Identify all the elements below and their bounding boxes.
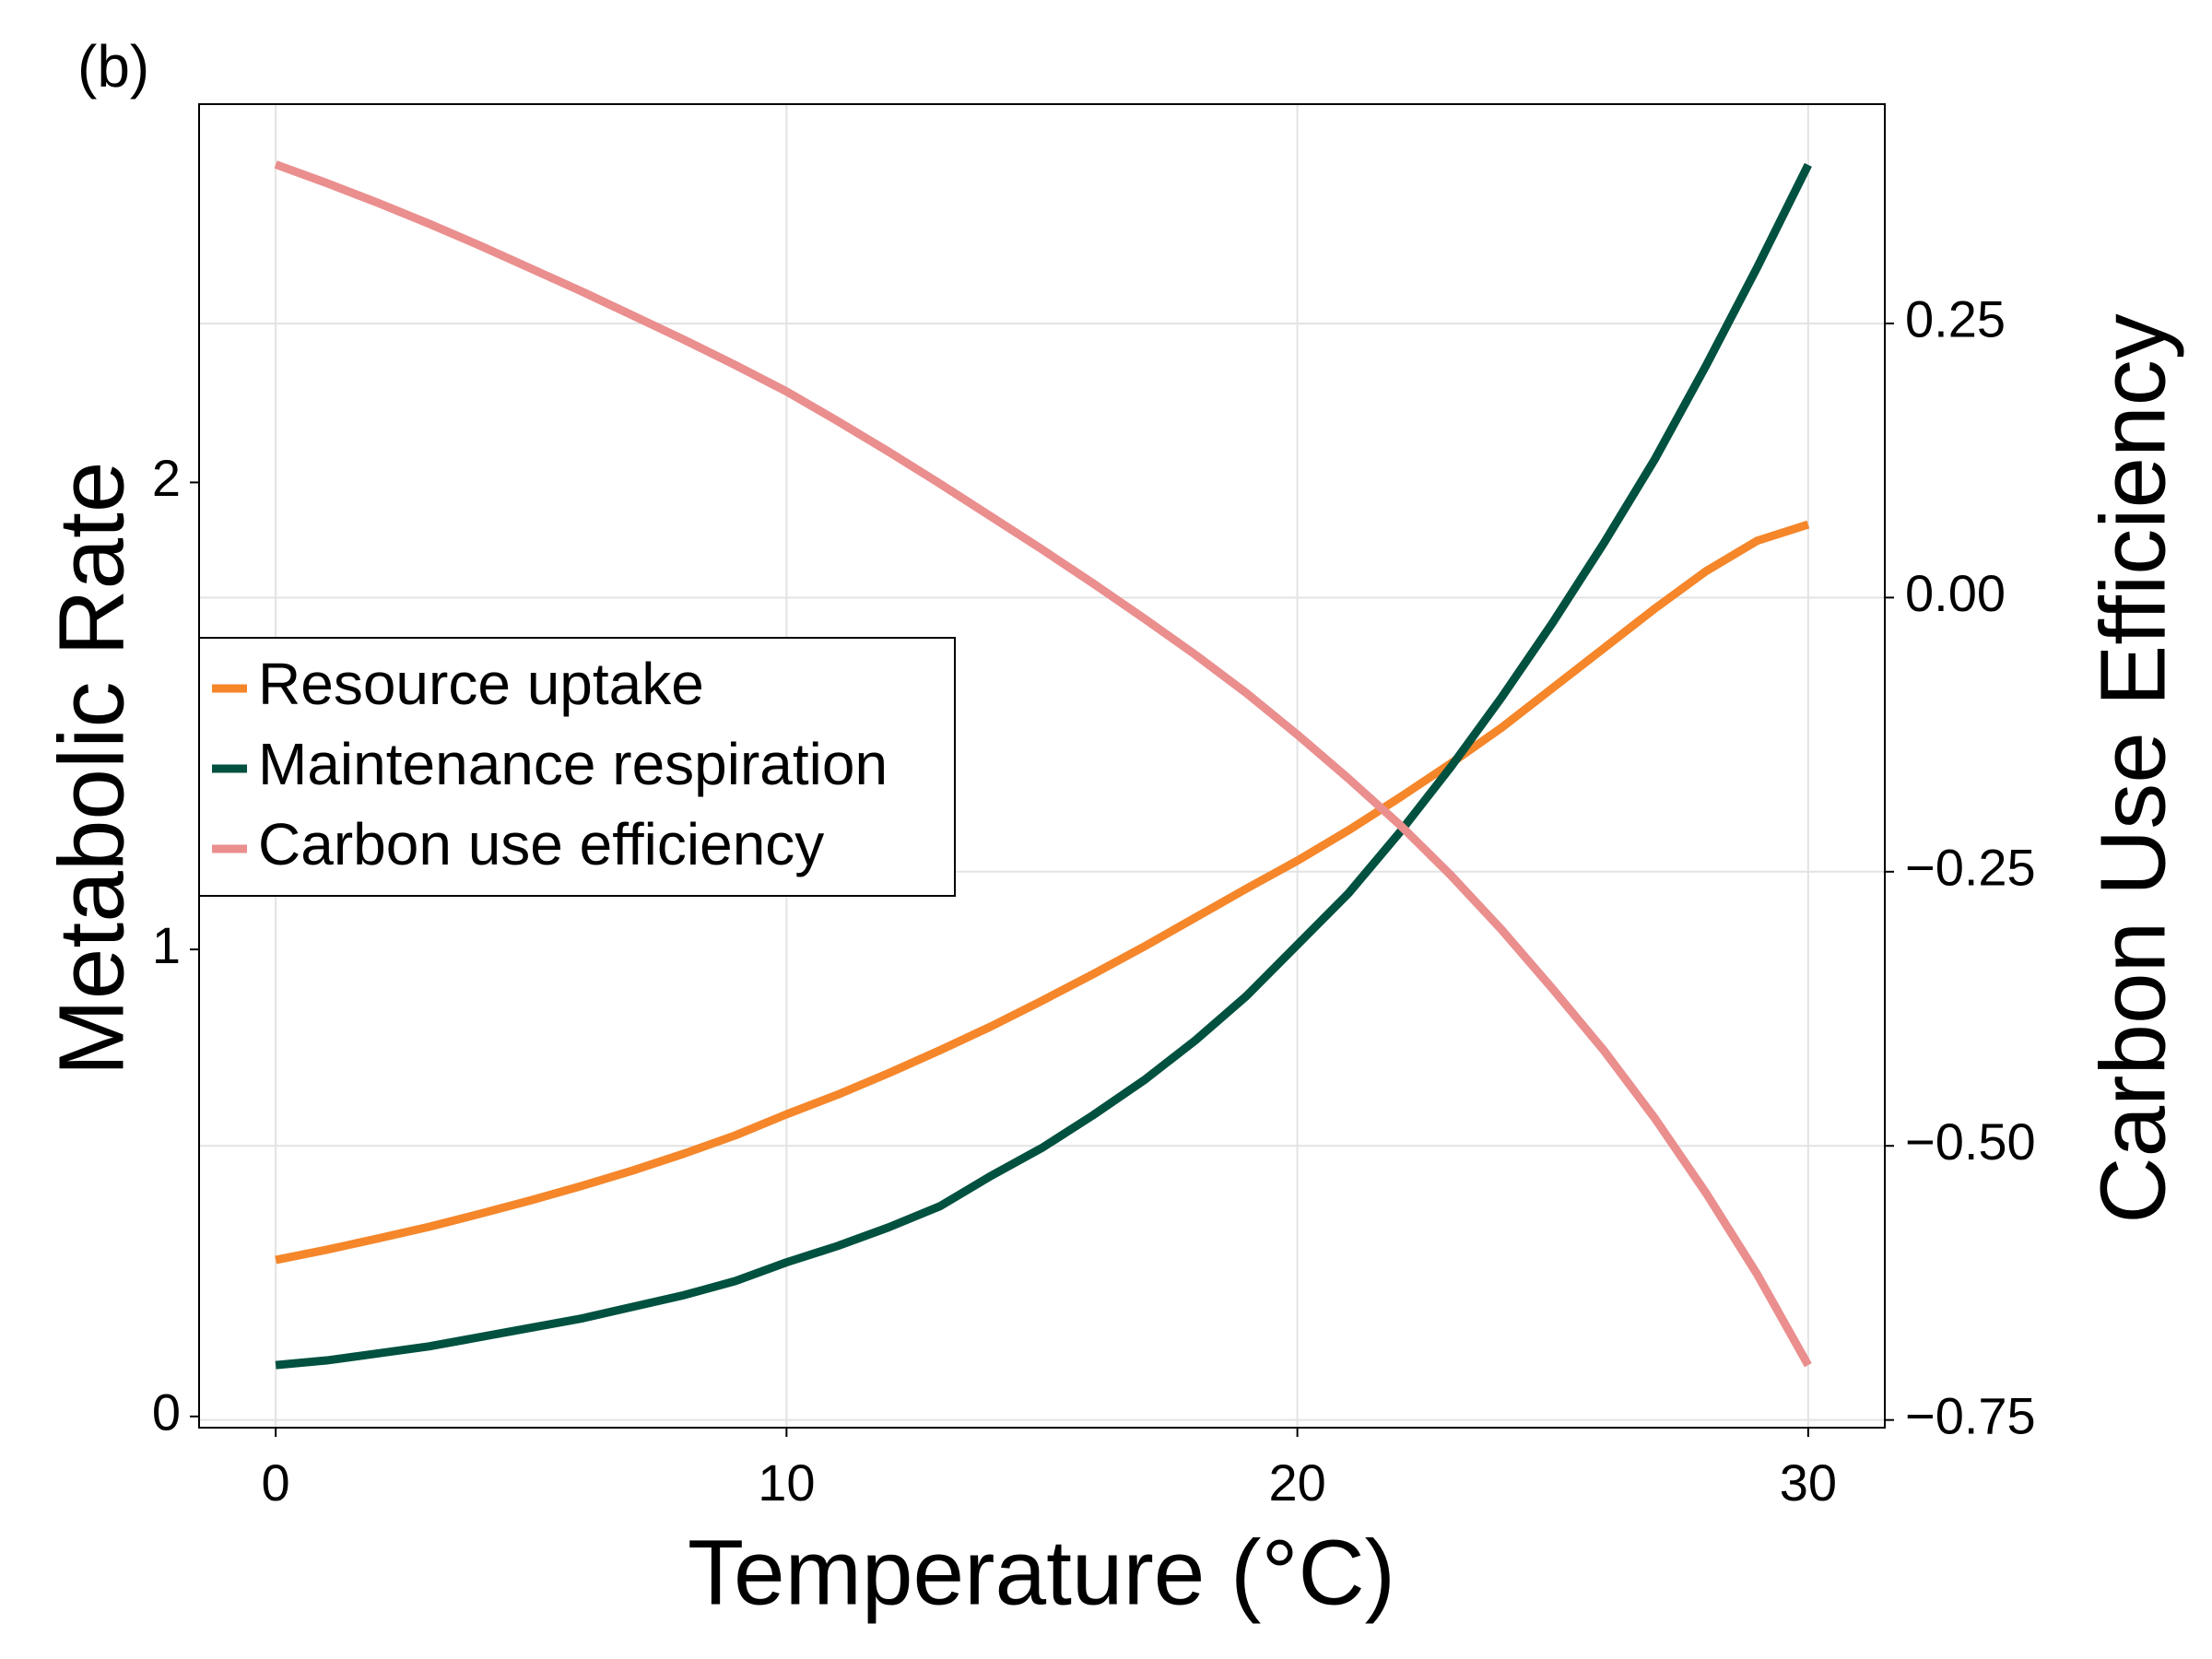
y-axis-title: Metabolic Rate bbox=[40, 462, 143, 1077]
x-axis-title: Temperature (°C) bbox=[688, 1521, 1395, 1624]
legend-label: Maintenance respiration bbox=[258, 731, 888, 797]
y-tick-label: 1 bbox=[152, 916, 181, 974]
y2-tick-label: −0.75 bbox=[1905, 1386, 2036, 1444]
panel-label: (b) bbox=[77, 33, 149, 100]
data-line bbox=[274, 160, 1812, 1368]
y2-tick-label: 0.25 bbox=[1905, 290, 2006, 348]
legend-box bbox=[198, 637, 956, 897]
legend-label: Resource uptake bbox=[258, 651, 704, 717]
x-tick-label: 0 bbox=[262, 1453, 290, 1512]
y2-tick-label: −0.50 bbox=[1905, 1112, 2036, 1171]
y2-tick-label: −0.25 bbox=[1905, 839, 2036, 897]
x-tick-label: 10 bbox=[758, 1453, 815, 1512]
y2-axis-title: Carbon Use Efficiency bbox=[2081, 313, 2184, 1224]
legend: Resource uptake Maintenance respiration Ca… bbox=[198, 637, 956, 897]
y-tick-label: 0 bbox=[152, 1383, 181, 1441]
y2-tick-label: 0.00 bbox=[1905, 564, 2006, 622]
x-tick-label: 20 bbox=[1268, 1453, 1325, 1512]
legend-label: Carbon use efficiency bbox=[258, 811, 824, 877]
data-line bbox=[275, 162, 1812, 1370]
data-line bbox=[275, 520, 1810, 1265]
x-tick-label: 30 bbox=[1780, 1453, 1837, 1512]
y-tick-label: 2 bbox=[152, 449, 181, 507]
